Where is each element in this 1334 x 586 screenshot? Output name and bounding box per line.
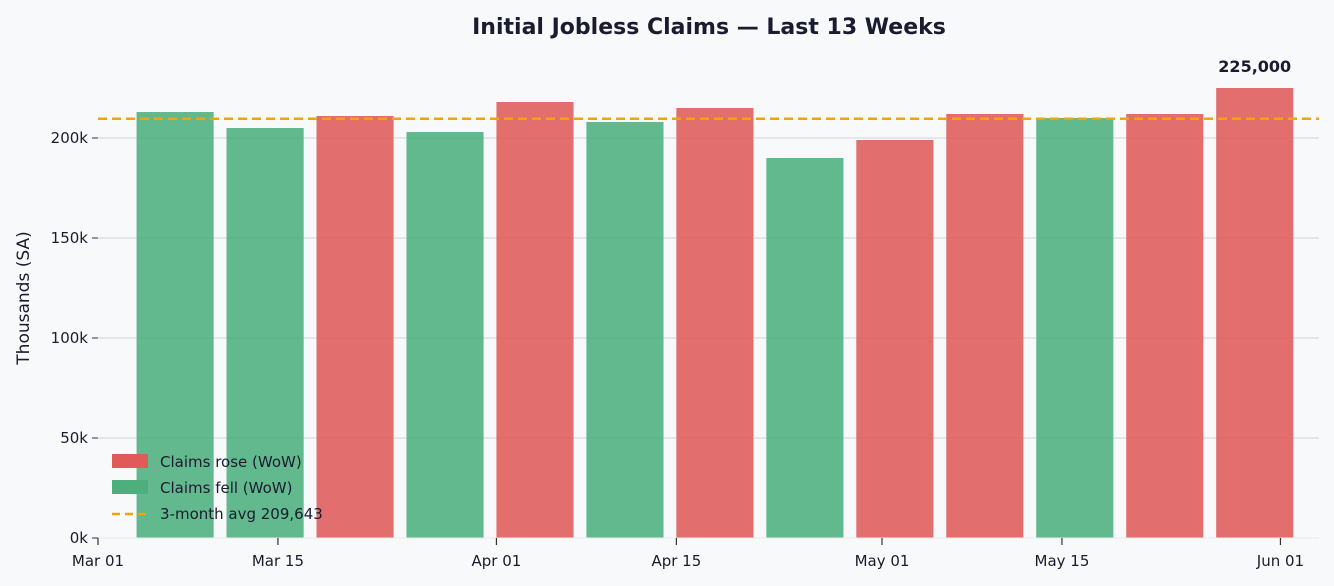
x-tick-label: Mar 15 <box>252 552 304 570</box>
y-tick-label: 0k <box>70 529 89 547</box>
peak-value-label: 225,000 <box>1218 57 1291 76</box>
bar <box>136 112 214 538</box>
bar <box>766 158 844 538</box>
bar <box>586 122 664 538</box>
bar <box>406 132 484 538</box>
x-tick-label: Jun 01 <box>1256 552 1304 570</box>
x-tick-label: Apr 15 <box>651 552 701 570</box>
legend-label-rose: Claims rose (WoW) <box>160 453 302 471</box>
bar <box>226 128 304 538</box>
y-tick-label: 100k <box>51 329 89 347</box>
y-axis-label: Thousands (SA) <box>14 231 34 365</box>
axes: 0k 50k 100k 150k 200k Mar 01 Mar 15 Apr 01 Apr 1… <box>51 129 1319 570</box>
x-tick-label: May 15 <box>1035 552 1090 570</box>
bar <box>1216 88 1294 538</box>
legend-swatch-fell <box>112 480 148 494</box>
legend: Claims rose (WoW) Claims fell (WoW) 3-mont… <box>112 453 323 523</box>
bar <box>316 116 394 538</box>
bars <box>136 88 1294 538</box>
bar <box>1036 118 1114 538</box>
y-tick-label: 150k <box>51 229 89 247</box>
bar <box>946 114 1024 538</box>
annotations: 225,000 <box>1218 57 1291 76</box>
bar <box>496 102 574 538</box>
legend-label-fell: Claims fell (WoW) <box>160 479 292 497</box>
bar <box>676 108 754 538</box>
bar <box>1126 114 1204 538</box>
legend-swatch-rose <box>112 454 148 468</box>
y-tick-label: 200k <box>51 129 89 147</box>
x-tick-label: Mar 01 <box>72 552 124 570</box>
chart-title: Initial Jobless Claims — Last 13 Weeks <box>472 15 946 40</box>
y-tick-label: 50k <box>60 429 88 447</box>
bar <box>856 140 934 538</box>
x-tick-label: Apr 01 <box>472 552 522 570</box>
x-tick-label: May 01 <box>855 552 910 570</box>
legend-label-avg: 3-month avg 209,643 <box>160 505 323 523</box>
